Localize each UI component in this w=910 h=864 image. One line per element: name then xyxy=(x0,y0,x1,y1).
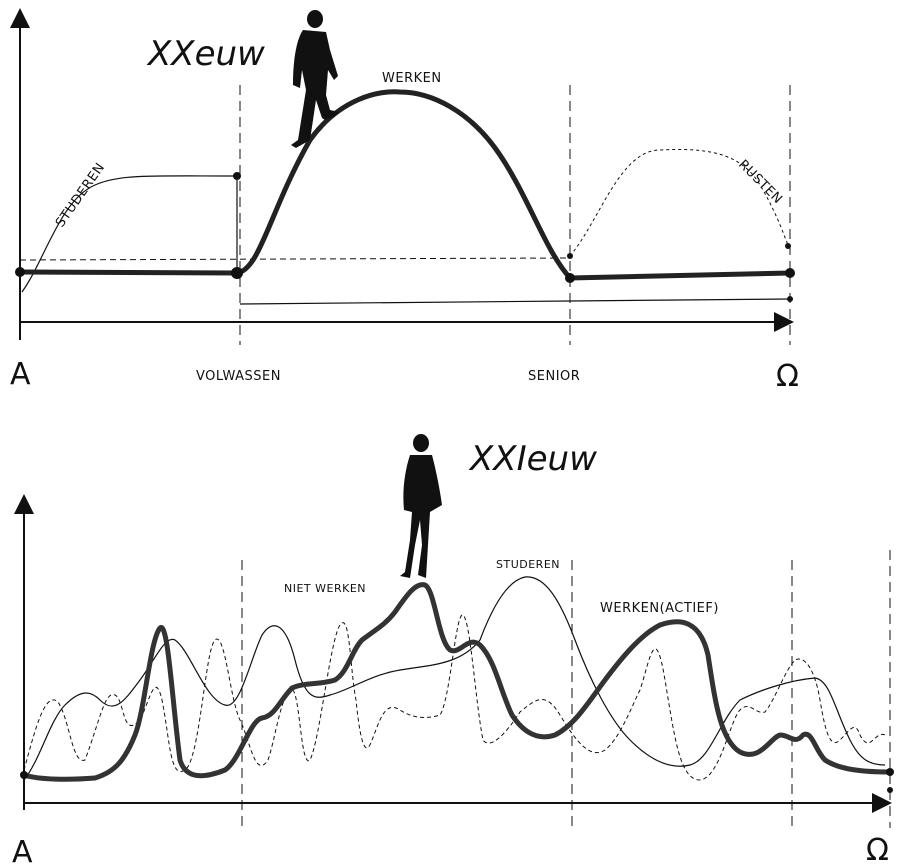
standing-person-icon xyxy=(400,434,442,578)
top-axis-end: Ω xyxy=(776,359,799,394)
bottom-end-dot-2 xyxy=(887,787,893,793)
top-werken-curve xyxy=(17,89,793,281)
top-label-werken: WERKEN xyxy=(382,71,442,86)
bottom-werken-curve xyxy=(21,582,893,782)
top-rusten-end-dot xyxy=(785,243,791,249)
top-lower-line xyxy=(239,298,791,305)
top-title: XXeuw xyxy=(146,34,265,74)
bottom-end-dot xyxy=(886,768,894,776)
walking-person-icon xyxy=(291,10,339,148)
top-label-rusten: RUSTEN xyxy=(735,157,785,207)
top-diagram: XXeuw WERKEN STUDEREN RUSTEN A VOLWASSEN… xyxy=(9,8,799,394)
bottom-axis-start: A xyxy=(12,835,33,864)
bottom-label-werken-actief: WERKEN(ACTIEF) xyxy=(600,601,719,616)
top-studeren-curve xyxy=(21,175,238,293)
top-start-dot xyxy=(15,267,25,277)
top-adult-dot xyxy=(231,267,243,279)
top-axis-senior: SENIOR xyxy=(528,369,580,384)
bottom-diagram: XXIeuw NIET WERKEN STUDEREN WERKEN(ACTIE… xyxy=(12,434,894,864)
bottom-label-studeren: STUDEREN xyxy=(496,558,560,571)
top-axis-adult: VOLWASSEN xyxy=(196,369,281,384)
top-rusten-start-dot xyxy=(567,253,573,259)
bottom-studeren-curve xyxy=(23,576,886,781)
bottom-label-niet-werken: NIET WERKEN xyxy=(284,582,366,595)
top-label-studeren: STUDEREN xyxy=(53,160,108,230)
top-lower-end-dot xyxy=(787,296,793,302)
top-dashed-baseline xyxy=(19,257,571,261)
top-senior-dot xyxy=(565,273,575,283)
bottom-niet-werken-curve xyxy=(23,614,886,781)
top-end-dot xyxy=(785,268,795,278)
bottom-title: XXIeuw xyxy=(468,439,597,479)
bottom-axis-end: Ω xyxy=(866,833,889,864)
top-studeren-end-dot xyxy=(233,172,241,180)
bottom-start-dot xyxy=(20,771,28,779)
top-axis-start: A xyxy=(10,357,31,392)
top-rusten-curve xyxy=(569,148,789,257)
